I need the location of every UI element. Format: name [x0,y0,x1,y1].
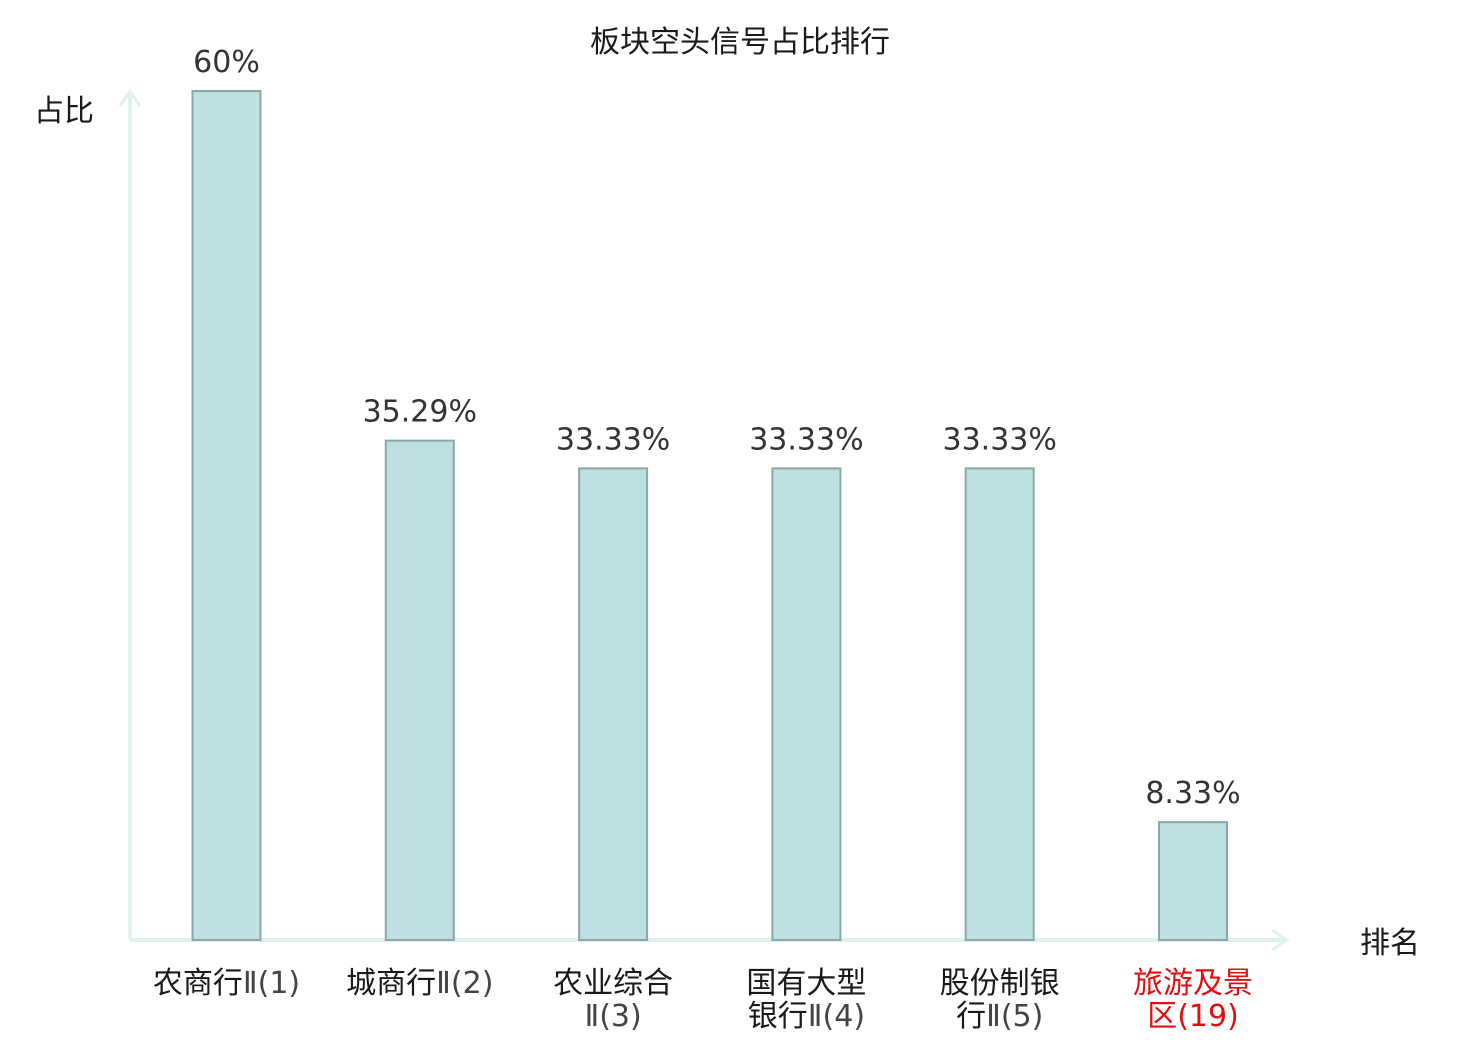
category-label: 城商行Ⅱ(2) [346,966,493,1001]
category-label: 区(19) [1147,999,1239,1034]
category-label: Ⅱ(3) [584,999,641,1034]
category-label: 旅游及景 [1133,966,1253,1001]
axes [118,88,1290,952]
bar [964,467,1035,941]
bar [384,439,455,941]
category-label: 农业综合 [553,966,673,1001]
category-label: 银行Ⅱ(4) [748,999,865,1034]
value-label: 8.33% [1145,776,1240,811]
category-label: 股份制银 [940,966,1060,1001]
value-label: 60% [193,45,260,80]
x-axis-arrow [1271,928,1290,952]
value-label: 35.29% [363,395,477,430]
x-axis-title: 排名 [1360,926,1420,961]
category-label: 农商行Ⅱ(1) [153,966,300,1001]
y-axis-arrow [118,88,142,107]
bar [1158,821,1228,941]
value-label: 33.33% [749,422,863,457]
bar [191,90,262,941]
bar [578,467,649,941]
chart-title: 板块空头信号占比排行 [590,25,890,60]
category-label: 行Ⅱ(5) [956,999,1043,1034]
bars-group: 60% 35.29% 33.33% 33.33% 33.33% 8.33% [191,45,1241,941]
category-label: 国有大型 [746,966,866,1001]
bar [771,467,842,941]
y-axis-title: 占比 [34,94,94,129]
value-label: 33.33% [556,422,670,457]
value-label: 33.33% [943,422,1057,457]
